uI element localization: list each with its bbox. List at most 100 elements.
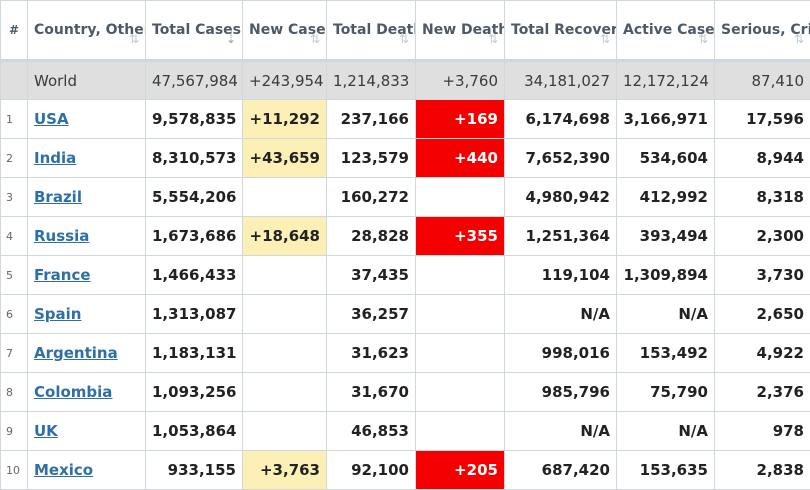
- country-cell: Brazil: [28, 178, 146, 217]
- total-recovered-cell: 7,652,390: [505, 139, 617, 178]
- new-cases-cell: [243, 412, 327, 451]
- sort-descending-icon[interactable]: ⇣: [226, 29, 236, 49]
- total-cases-cell: 47,567,984: [146, 61, 243, 100]
- serious-critical-cell: 4,922: [715, 334, 810, 373]
- country-link[interactable]: Spain: [34, 305, 81, 323]
- new-cases-cell: +11,292: [243, 100, 327, 139]
- country-link[interactable]: USA: [34, 110, 69, 128]
- new-deaths-cell: [416, 295, 505, 334]
- total-cases-cell: 1,673,686: [146, 217, 243, 256]
- new-deaths-cell: +169: [416, 100, 505, 139]
- sort-icon[interactable]: ⇅: [698, 29, 708, 49]
- active-cases-cell: 3,166,971: [617, 100, 715, 139]
- column-label: Active Cases: [623, 20, 708, 40]
- country-link[interactable]: Colombia: [34, 383, 112, 401]
- column-header-total-recovered[interactable]: Total Recovered ⇅: [505, 1, 617, 61]
- serious-critical-cell: 978: [715, 412, 810, 451]
- total-recovered-cell: 6,174,698: [505, 100, 617, 139]
- active-cases-cell: 1,309,894: [617, 256, 715, 295]
- country-cell: USA: [28, 100, 146, 139]
- new-deaths-cell: [416, 373, 505, 412]
- rank-cell: 1: [1, 100, 28, 139]
- country-link[interactable]: UK: [34, 422, 58, 440]
- serious-critical-cell: 87,410: [715, 61, 810, 100]
- serious-critical-cell: 3,730: [715, 256, 810, 295]
- rank-cell: [1, 61, 28, 100]
- country-link[interactable]: France: [34, 266, 91, 284]
- country-link[interactable]: Russia: [34, 227, 89, 245]
- new-cases-cell: [243, 256, 327, 295]
- new-cases-cell: [243, 295, 327, 334]
- total-deaths-cell: 36,257: [327, 295, 416, 334]
- serious-critical-cell: 8,318: [715, 178, 810, 217]
- country-link[interactable]: Mexico: [34, 461, 93, 479]
- new-cases-cell: [243, 373, 327, 412]
- new-deaths-cell: +355: [416, 217, 505, 256]
- rank-cell: 3: [1, 178, 28, 217]
- rank-cell: 2: [1, 139, 28, 178]
- sort-icon[interactable]: ⇅: [129, 29, 139, 49]
- total-cases-cell: 1,053,864: [146, 412, 243, 451]
- total-cases-cell: 1,466,433: [146, 256, 243, 295]
- total-deaths-cell: 37,435: [327, 256, 416, 295]
- total-cases-cell: 1,313,087: [146, 295, 243, 334]
- new-cases-cell: +18,648: [243, 217, 327, 256]
- active-cases-cell: 412,992: [617, 178, 715, 217]
- total-recovered-cell: 119,104: [505, 256, 617, 295]
- new-deaths-cell: [416, 412, 505, 451]
- sort-icon[interactable]: ⇅: [399, 29, 409, 49]
- serious-critical-cell: 2,838: [715, 451, 810, 490]
- total-cases-cell: 933,155: [146, 451, 243, 490]
- country-link[interactable]: India: [34, 149, 76, 167]
- column-header-new-cases[interactable]: New Cases ⇅: [243, 1, 327, 61]
- column-label: Total Recovered: [511, 20, 610, 40]
- column-label: Serious, Critical: [721, 20, 804, 40]
- sort-icon[interactable]: ⇅: [600, 29, 610, 49]
- total-recovered-cell: 985,796: [505, 373, 617, 412]
- column-header-active-cases[interactable]: Active Cases ⇅: [617, 1, 715, 61]
- column-header-total-deaths[interactable]: Total Deaths ⇅: [327, 1, 416, 61]
- new-cases-cell: [243, 178, 327, 217]
- serious-critical-cell: 8,944: [715, 139, 810, 178]
- active-cases-cell: 153,492: [617, 334, 715, 373]
- total-deaths-cell: 46,853: [327, 412, 416, 451]
- country-link[interactable]: Argentina: [34, 344, 118, 362]
- total-cases-cell: 9,578,835: [146, 100, 243, 139]
- serious-critical-cell: 2,376: [715, 373, 810, 412]
- total-recovered-cell: 1,251,364: [505, 217, 617, 256]
- total-recovered-cell: N/A: [505, 412, 617, 451]
- rank-cell: 5: [1, 256, 28, 295]
- column-header-total-cases[interactable]: Total Cases ⇣: [146, 1, 243, 61]
- sort-icon[interactable]: ⇅: [310, 29, 320, 49]
- total-recovered-cell: N/A: [505, 295, 617, 334]
- total-deaths-cell: 28,828: [327, 217, 416, 256]
- rank-cell: 9: [1, 412, 28, 451]
- total-cases-cell: 1,093,256: [146, 373, 243, 412]
- new-cases-cell: +3,763: [243, 451, 327, 490]
- column-header-country[interactable]: Country, Other ⇅: [28, 1, 146, 61]
- sort-icon[interactable]: ⇅: [488, 29, 498, 49]
- country-cell: UK: [28, 412, 146, 451]
- column-header-rank[interactable]: #: [1, 1, 28, 61]
- total-recovered-cell: 687,420: [505, 451, 617, 490]
- column-label: Total Cases: [152, 20, 236, 40]
- country-cell: Spain: [28, 295, 146, 334]
- column-label: #: [9, 23, 19, 37]
- country-cell: Russia: [28, 217, 146, 256]
- total-deaths-cell: 92,100: [327, 451, 416, 490]
- country-cell: World: [28, 61, 146, 100]
- new-deaths-cell: [416, 334, 505, 373]
- column-header-serious-critical[interactable]: Serious, Critical ⇅: [715, 1, 810, 61]
- total-deaths-cell: 31,623: [327, 334, 416, 373]
- country-link[interactable]: Brazil: [34, 188, 82, 206]
- total-deaths-cell: 237,166: [327, 100, 416, 139]
- column-header-new-deaths[interactable]: New Deaths ⇅: [416, 1, 505, 61]
- sort-icon[interactable]: ⇅: [794, 29, 804, 49]
